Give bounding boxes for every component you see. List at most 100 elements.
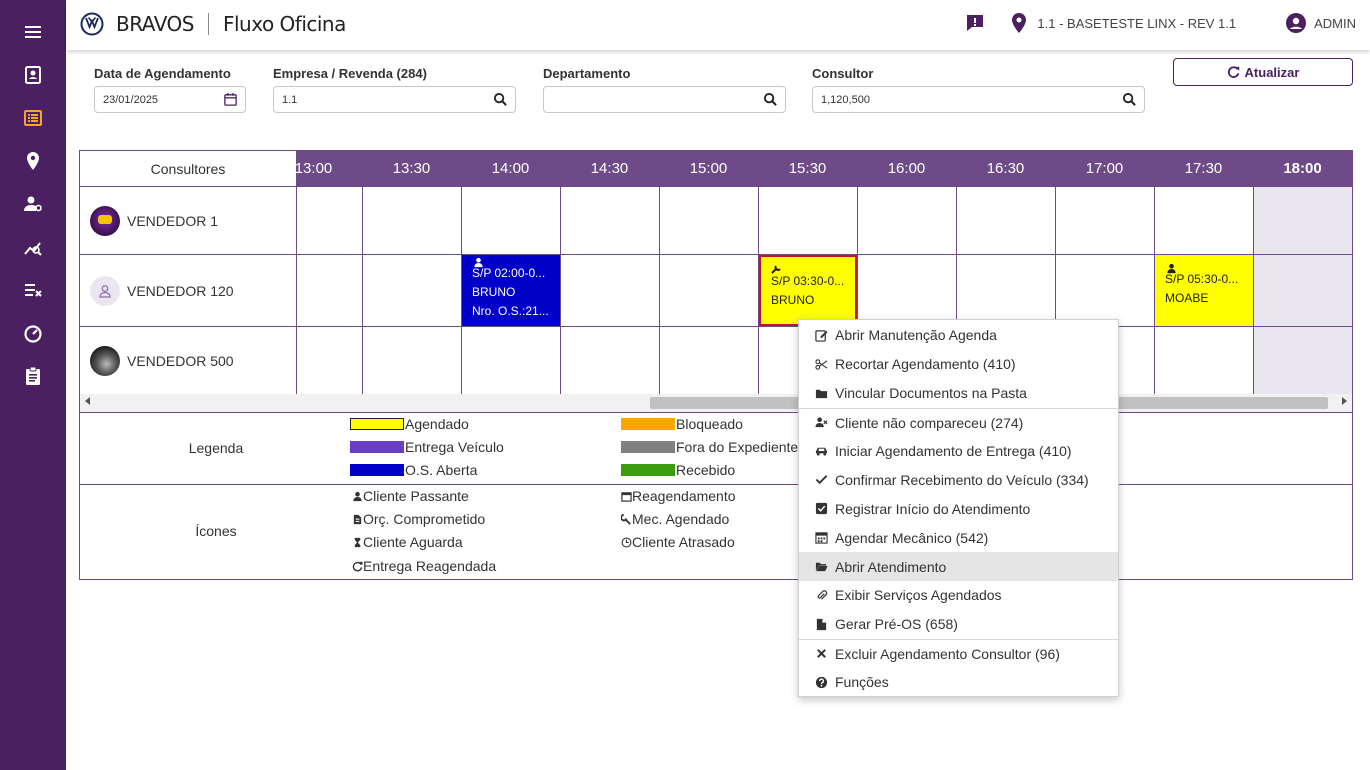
time-cell[interactable] <box>957 187 1056 254</box>
location-label[interactable]: 1.1 - BASETESTE LINX - REV 1.1 <box>1037 15 1237 31</box>
time-cell[interactable] <box>296 255 363 326</box>
time-cell[interactable] <box>462 255 561 326</box>
time-slot: 18:00 <box>1283 160 1322 177</box>
folder-icon <box>814 386 828 400</box>
time-slot: 16:00 <box>887 160 926 177</box>
grid-header: Consultores 13:00 13:30 14:00 14:30 15:0… <box>79 150 1353 187</box>
time-cell-blocked[interactable] <box>1254 187 1353 254</box>
list-icon[interactable] <box>0 100 66 136</box>
data-agendamento-value: 23/01/2025 <box>103 94 159 106</box>
time-cell[interactable] <box>660 255 759 326</box>
time-slot: 14:00 <box>491 160 530 177</box>
menu-item-excluir-agendamento[interactable]: Excluir Agendamento Consultor (96) <box>799 638 1118 668</box>
time-cell[interactable] <box>858 255 957 326</box>
time-cell[interactable] <box>296 187 363 254</box>
top-right-area: 1.1 - BASETESTE LINX - REV 1.1 ADMIN <box>965 13 1356 33</box>
scroll-right-icon[interactable] <box>1342 397 1347 405</box>
time-cell[interactable] <box>957 255 1056 326</box>
check-square-icon <box>814 502 828 516</box>
time-cell[interactable] <box>1056 187 1155 254</box>
user-icon <box>1167 263 1176 274</box>
swatch-fora-expediente <box>621 441 675 453</box>
menu-item-confirmar-recebimento[interactable]: Confirmar Recebimento do Veículo (334) <box>799 465 1118 494</box>
menu-item-label: Abrir Manutenção Agenda <box>835 327 997 344</box>
time-cell[interactable] <box>1056 255 1155 326</box>
time-cell[interactable] <box>462 327 561 394</box>
menu-icon[interactable] <box>0 14 66 50</box>
wrench-icon <box>621 513 631 525</box>
folder-open-icon <box>814 560 828 574</box>
user-name[interactable]: ADMIN <box>1314 15 1356 31</box>
time-cell[interactable] <box>561 187 660 254</box>
appointment-card[interactable]: S/P 03:30-0... BRUNO <box>759 255 857 326</box>
time-cell[interactable] <box>296 327 363 394</box>
avatar <box>90 345 120 376</box>
menu-item-gerar-pre-os[interactable]: Gerar Pré-OS (658) <box>799 610 1118 639</box>
atualizar-button[interactable]: Atualizar <box>1173 58 1353 86</box>
menu-item-abrir-atendimento[interactable]: Abrir Atendimento <box>799 552 1118 582</box>
legend-item: Entrega Reagendada <box>352 558 496 574</box>
menu-item-funcoes[interactable]: Funções <box>799 668 1118 697</box>
time-cell[interactable] <box>1155 327 1254 394</box>
legend-label: Reagendamento <box>632 488 736 504</box>
menu-item-label: Registrar Início do Atendimento <box>835 500 1031 517</box>
speedometer-icon[interactable] <box>0 315 66 351</box>
search-icon[interactable] <box>763 92 778 107</box>
legend-item: Recebido <box>621 462 735 478</box>
task-list-icon[interactable] <box>0 272 66 308</box>
time-cell[interactable] <box>1056 327 1155 394</box>
empresa-input[interactable]: 1.1 <box>273 86 516 113</box>
time-cell[interactable] <box>660 327 759 394</box>
time-cell[interactable] <box>1155 255 1254 326</box>
appointment-client: BRUNO <box>771 293 815 307</box>
menu-item-abrir-manutencao[interactable]: Abrir Manutenção Agenda <box>799 321 1118 350</box>
time-cell-blocked[interactable] <box>1254 327 1353 394</box>
user-avatar-icon[interactable] <box>1286 13 1307 33</box>
menu-item-registrar-inicio[interactable]: Registrar Início do Atendimento <box>799 494 1118 523</box>
time-cell[interactable] <box>759 255 858 326</box>
sidebar <box>0 0 66 770</box>
time-cell[interactable] <box>1155 187 1254 254</box>
time-cell[interactable] <box>561 255 660 326</box>
menu-item-vincular-documentos[interactable]: Vincular Documentos na Pasta <box>799 379 1118 408</box>
menu-item-agendar-mecanico[interactable]: Agendar Mecânico (542) <box>799 523 1118 552</box>
time-cell-blocked[interactable] <box>1254 255 1353 326</box>
location-icon[interactable] <box>0 143 66 179</box>
time-cell[interactable] <box>561 327 660 394</box>
search-icon[interactable] <box>1122 92 1137 107</box>
calendar-icon[interactable] <box>223 92 238 107</box>
contacts-icon[interactable] <box>0 57 66 93</box>
time-cell[interactable] <box>759 187 858 254</box>
time-cell[interactable] <box>462 187 561 254</box>
time-cell[interactable] <box>363 255 462 326</box>
chart-icon[interactable] <box>0 229 66 265</box>
time-slot: 15:00 <box>689 160 728 177</box>
time-slot: 13:30 <box>392 160 431 177</box>
clipboard-icon[interactable] <box>0 358 66 394</box>
time-slot: 17:30 <box>1184 160 1223 177</box>
search-icon[interactable] <box>493 92 508 107</box>
check-icon <box>814 473 828 487</box>
appointment-card[interactable]: S/P 02:00-0... BRUNO Nro. O.S.:21... <box>462 255 560 326</box>
consultor-input[interactable]: 1,120,500 <box>812 86 1145 113</box>
scroll-left-icon[interactable] <box>85 397 90 405</box>
departamento-input[interactable] <box>543 86 786 113</box>
legend-label: Entrega Reagendada <box>363 558 497 574</box>
menu-item-recortar[interactable]: Recortar Agendamento (410) <box>799 350 1118 379</box>
menu-item-exibir-servicos[interactable]: Exibir Serviços Agendados <box>799 581 1118 610</box>
legend-item: O.S. Aberta <box>350 462 477 478</box>
appointment-card[interactable]: S/P 05:30-0... MOABE <box>1155 255 1253 326</box>
menu-item-cliente-nao-compareceu[interactable]: Cliente não compareceu (274) <box>799 407 1118 437</box>
time-cell[interactable] <box>363 187 462 254</box>
time-cell[interactable] <box>363 327 462 394</box>
data-agendamento-input[interactable]: 23/01/2025 <box>94 86 246 113</box>
chat-icon[interactable] <box>965 13 985 33</box>
user-settings-icon[interactable] <box>0 186 66 222</box>
swatch-bloqueado <box>621 418 675 430</box>
horizontal-scrollbar[interactable] <box>79 394 1353 412</box>
time-cell[interactable] <box>858 187 957 254</box>
time-cell[interactable] <box>660 187 759 254</box>
menu-item-iniciar-entrega[interactable]: Iniciar Agendamento de Entrega (410) <box>799 437 1118 466</box>
menu-item-label: Vincular Documentos na Pasta <box>835 385 1027 402</box>
legend-label: Cliente Aguarda <box>363 534 463 550</box>
